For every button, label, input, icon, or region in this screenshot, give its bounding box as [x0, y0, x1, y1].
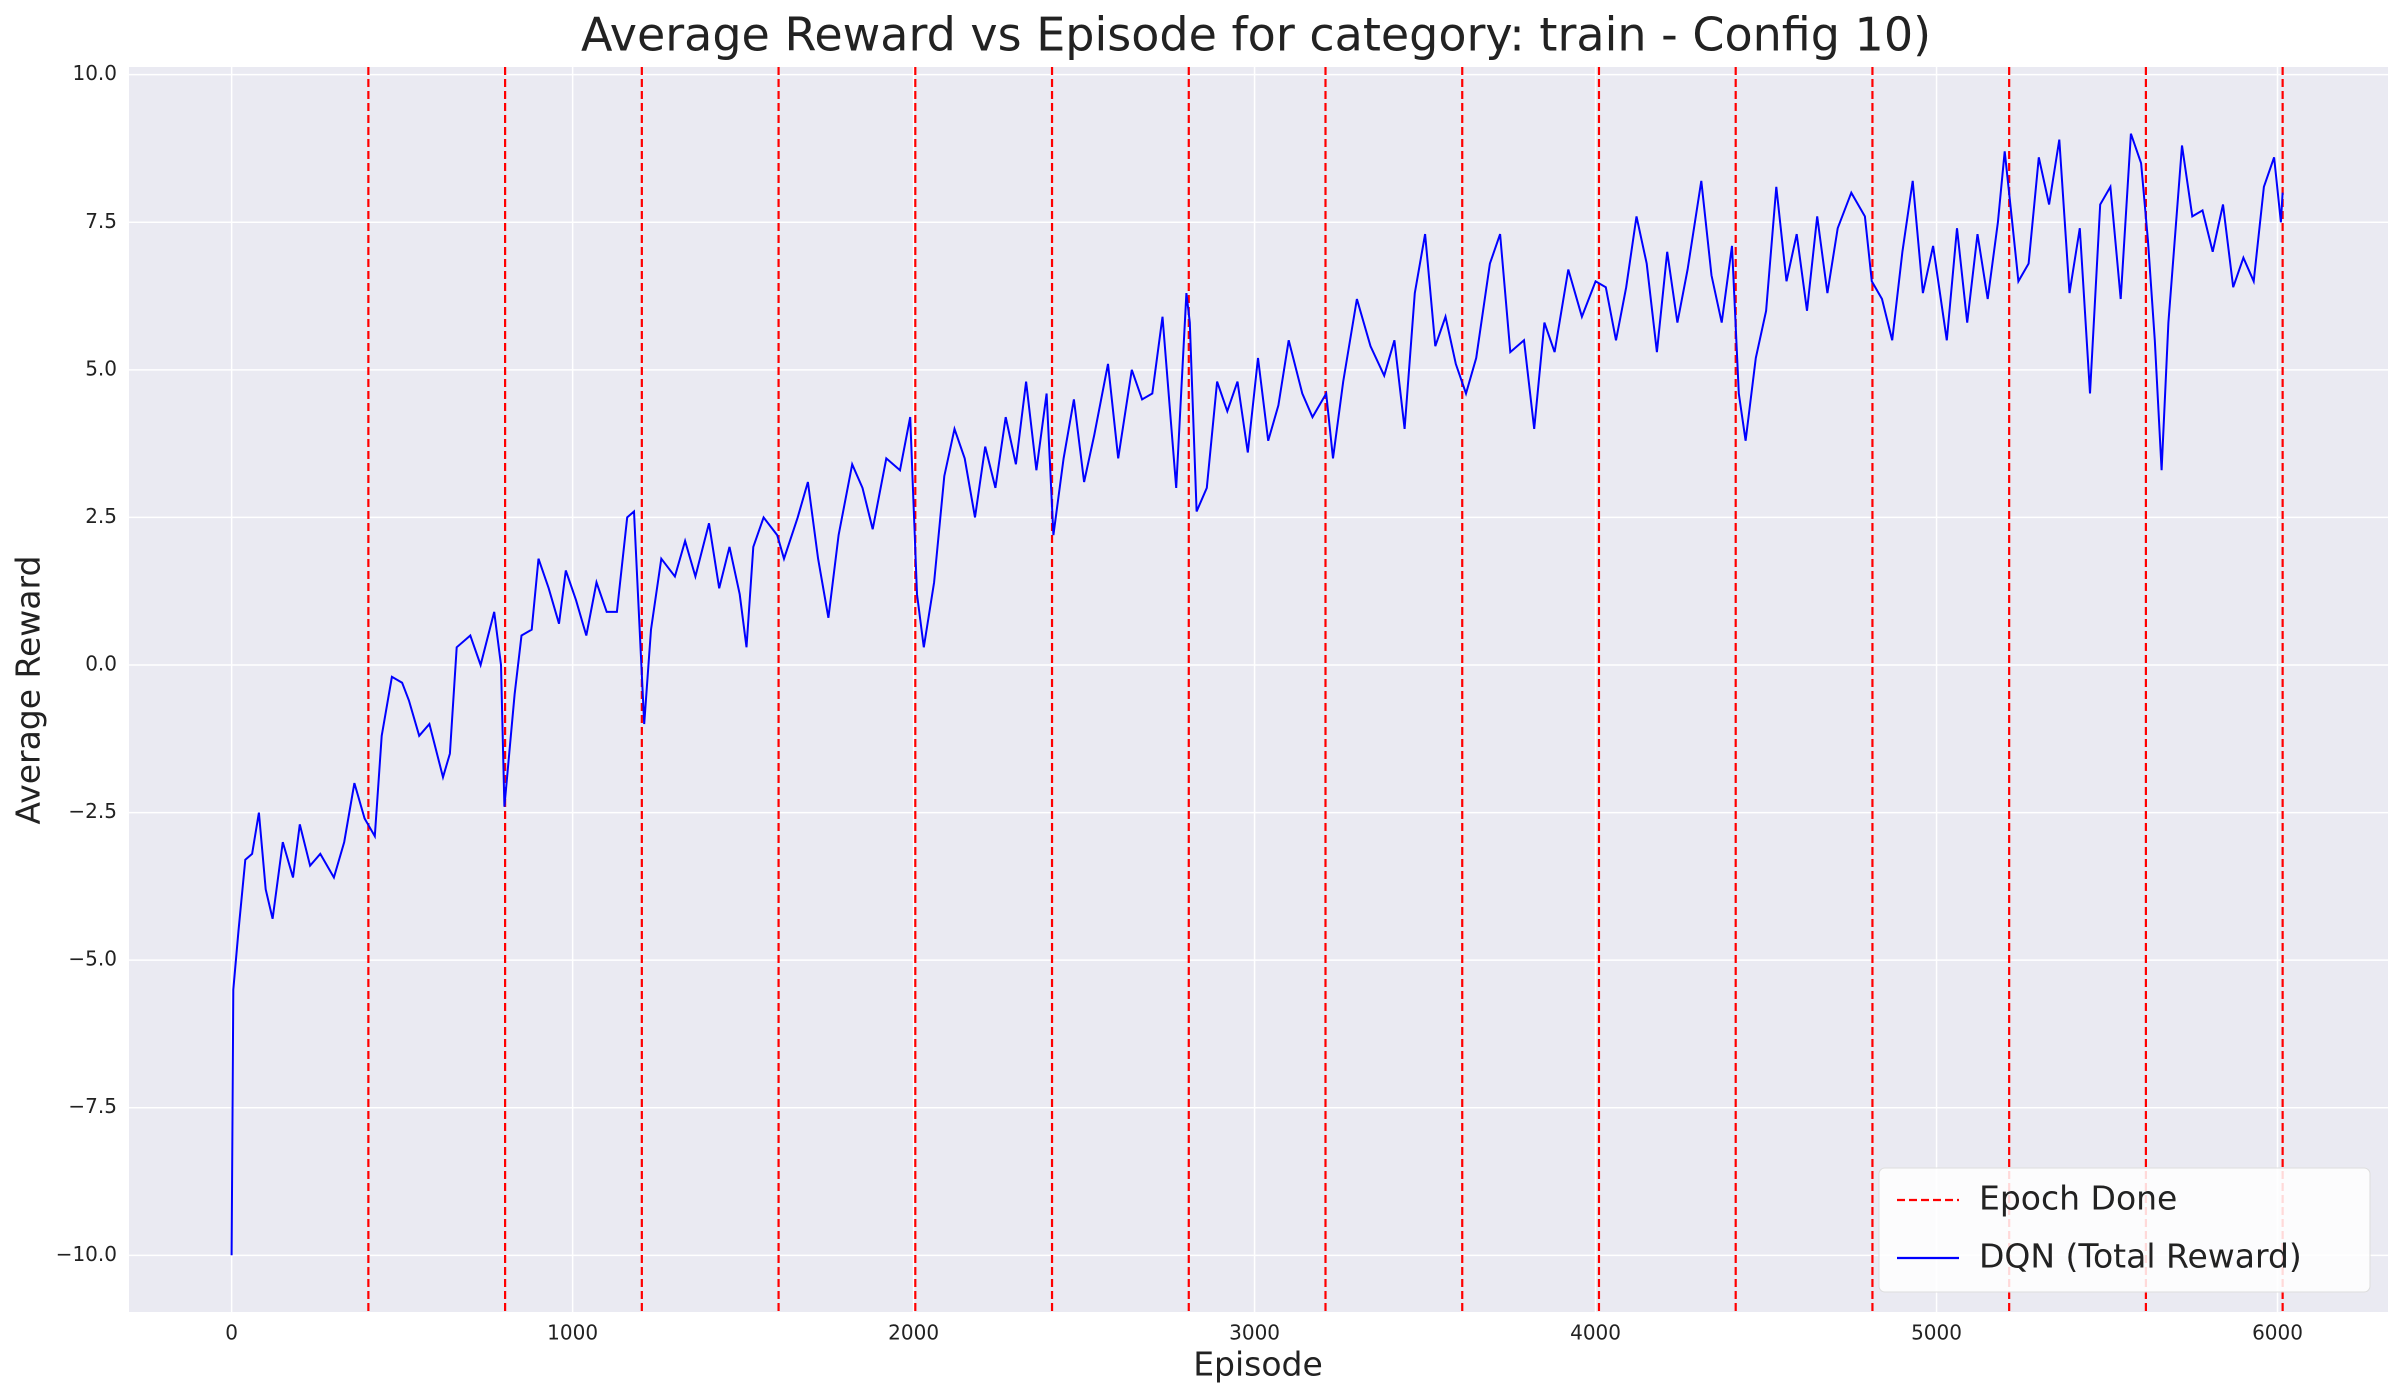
chart-title: Average Reward vs Episode for category: … [581, 8, 1931, 62]
x-tick-label: 6000 [2252, 1321, 2303, 1345]
y-tick-label: 0.0 [85, 652, 117, 676]
y-axis-label: Average Reward [9, 556, 48, 825]
x-tick-label: 4000 [1570, 1321, 1621, 1345]
y-tick-label: −2.5 [68, 799, 117, 823]
x-tick-label: 3000 [1229, 1321, 1280, 1345]
x-axis-label: Episode [1193, 1345, 1323, 1384]
y-tick-label: −5.0 [68, 947, 117, 971]
x-tick-label: 1000 [547, 1321, 598, 1345]
y-tick-label: 7.5 [85, 209, 117, 233]
y-tick-label: 2.5 [85, 504, 117, 528]
legend-box [1878, 1167, 2371, 1293]
y-tick-label: 10.0 [72, 61, 117, 85]
plot-area [129, 67, 2388, 1312]
x-tick-label: 2000 [888, 1321, 939, 1345]
x-tick-label: 0 [225, 1321, 238, 1345]
y-tick-label: −10.0 [56, 1242, 117, 1266]
legend-label: Epoch Done [1979, 1179, 2177, 1218]
x-tick-label: 5000 [1911, 1321, 1962, 1345]
y-tick-label: −7.5 [68, 1094, 117, 1118]
series-line [230, 133, 2284, 1256]
legend-label: DQN (Total Reward) [1979, 1237, 2302, 1276]
y-tick-label: 5.0 [85, 356, 117, 380]
